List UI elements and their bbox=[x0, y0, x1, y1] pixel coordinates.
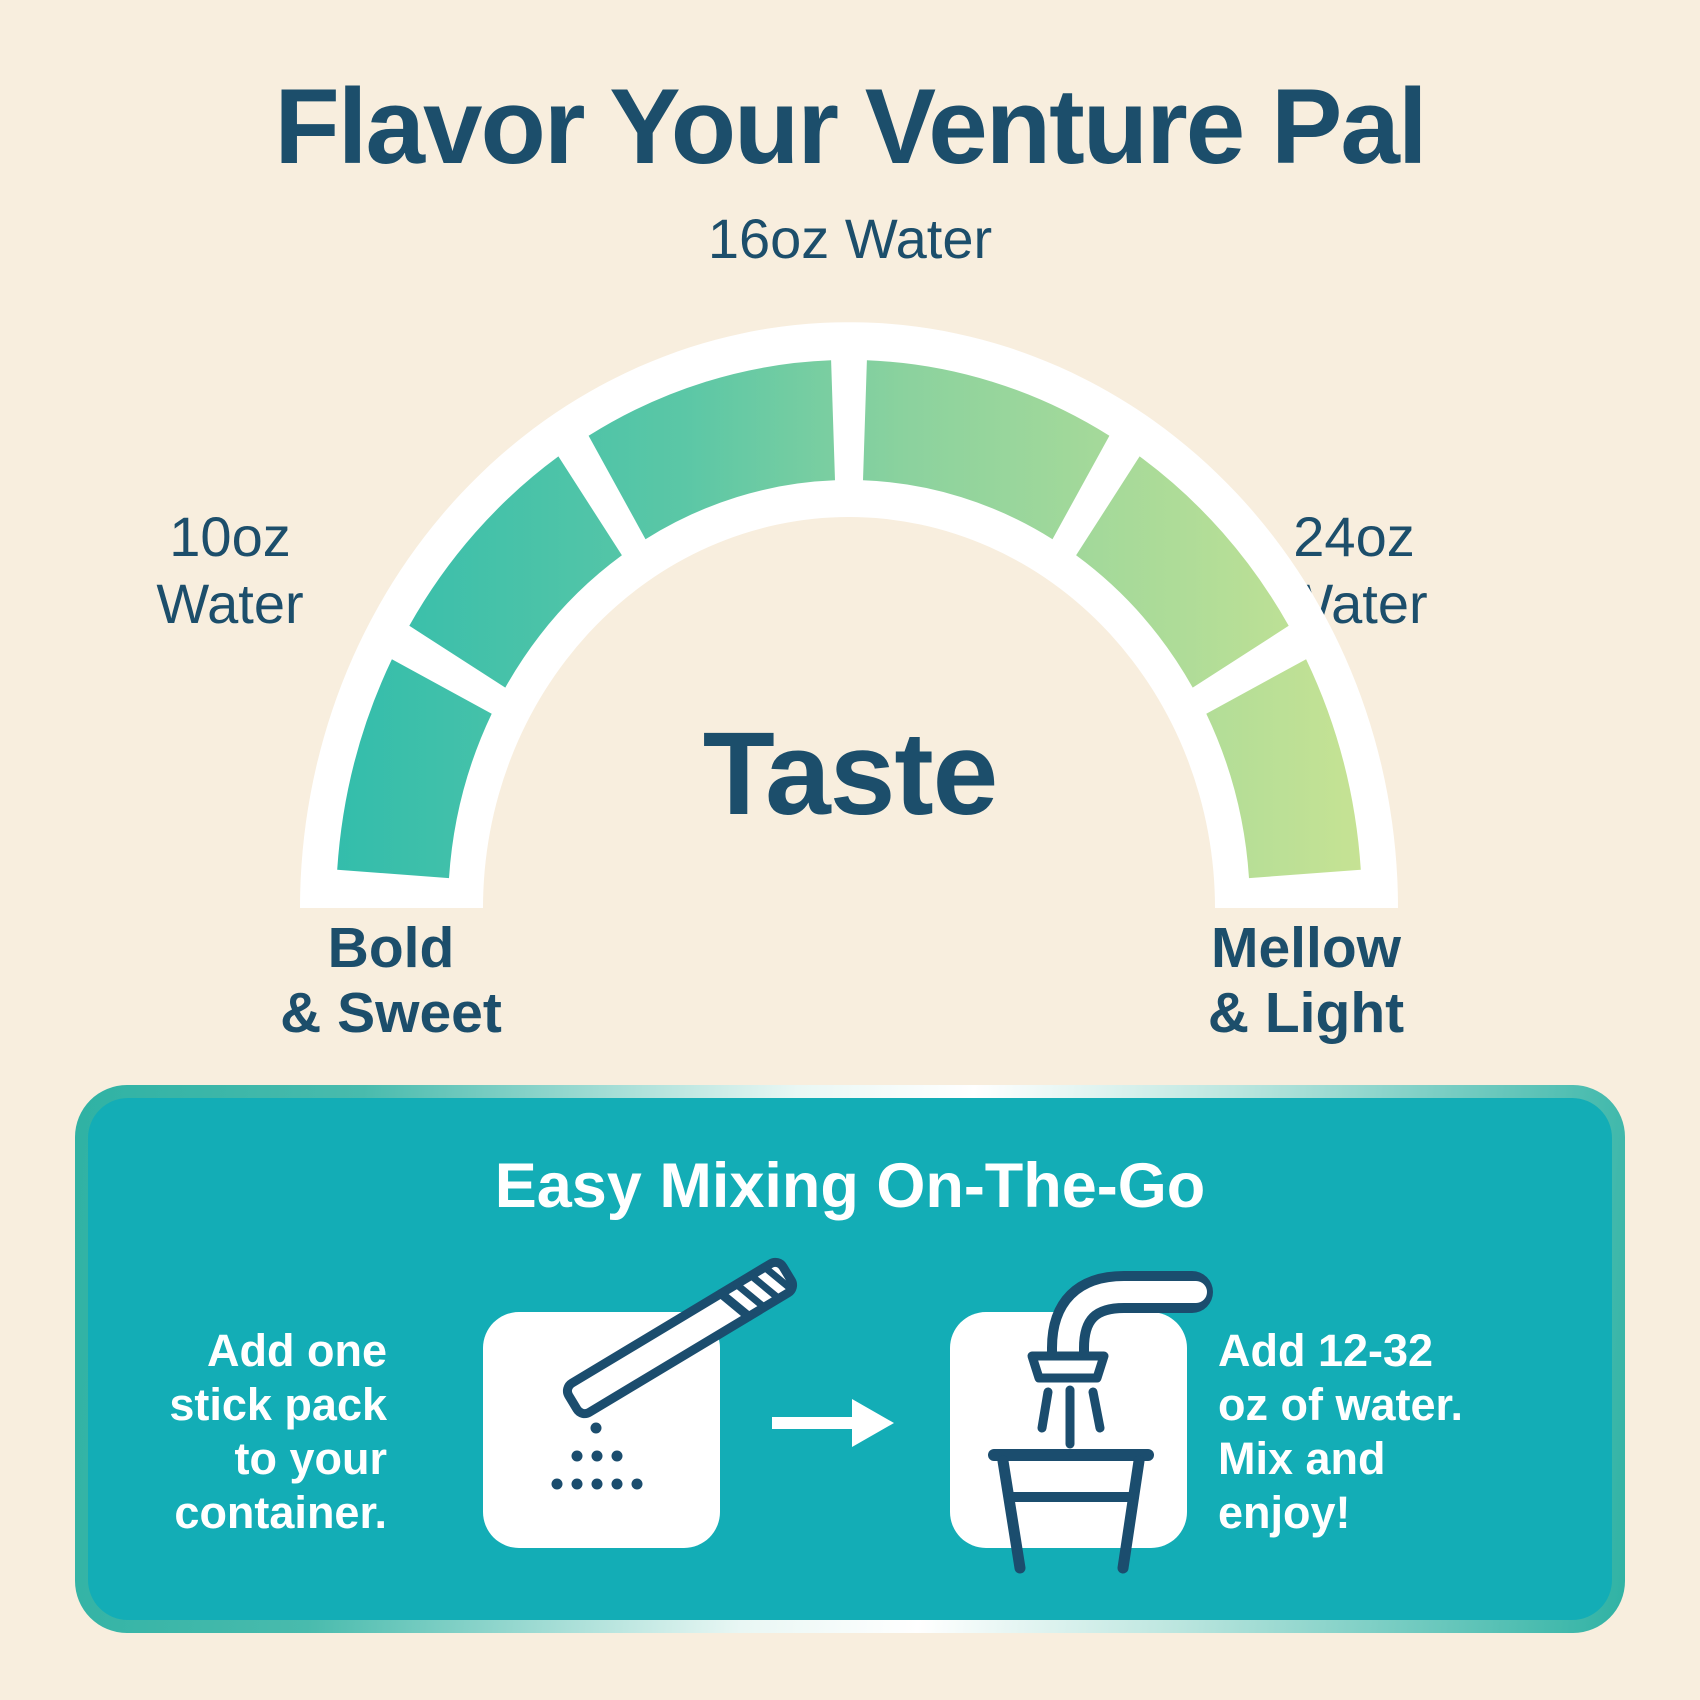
step1-description: Add one stick pack to your container. bbox=[75, 1324, 387, 1540]
bold-sweet-label-line2: & Sweet bbox=[280, 981, 502, 1045]
mellow-light-label-line1: Mellow bbox=[1210, 916, 1401, 980]
step1-line2: stick pack bbox=[169, 1379, 387, 1430]
gauge-right-water-label-line1: 24oz bbox=[1293, 505, 1415, 568]
step2-line1: Add 12-32 bbox=[1218, 1325, 1434, 1376]
step1-line4: container. bbox=[174, 1487, 387, 1538]
gauge-left-water-label-line1: 10oz bbox=[169, 505, 291, 568]
gauge-left-water-label-line2: Water bbox=[156, 572, 304, 635]
step2-line3: Mix and bbox=[1218, 1433, 1386, 1484]
mixing-panel bbox=[75, 1085, 1625, 1633]
gauge-segment bbox=[863, 360, 1110, 540]
mixing-panel-background bbox=[88, 1098, 1612, 1620]
step2-line2: oz of water. bbox=[1218, 1379, 1464, 1430]
gauge-segment bbox=[588, 360, 835, 540]
step1-line1: Add one bbox=[207, 1325, 387, 1376]
taste-label: Taste bbox=[702, 708, 999, 840]
gauge-segment bbox=[409, 456, 622, 688]
step1-line3: to your bbox=[234, 1433, 388, 1484]
gauge-left-water-label: 10oz Water bbox=[80, 503, 380, 637]
gauge-top-water-label: 16oz Water bbox=[707, 207, 993, 270]
bold-sweet-label-line1: Bold bbox=[327, 916, 455, 980]
step2-line4: enjoy! bbox=[1218, 1487, 1351, 1538]
gauge-right-water-label-line2: Water bbox=[1280, 572, 1428, 635]
step2-icon-box bbox=[950, 1312, 1187, 1548]
page-title: Flavor Your Venture Pal bbox=[274, 66, 1427, 186]
step2-description: Add 12-32 oz of water. Mix and enjoy! bbox=[1218, 1324, 1548, 1540]
gauge-right-water-label: 24oz Water bbox=[1204, 503, 1504, 637]
bold-sweet-label: Bold & Sweet bbox=[241, 916, 541, 1046]
mellow-light-label: Mellow & Light bbox=[1156, 916, 1456, 1046]
mixing-panel-title: Easy Mixing On-The-Go bbox=[494, 1151, 1206, 1221]
mellow-light-label-line2: & Light bbox=[1207, 981, 1405, 1045]
step1-icon-box bbox=[483, 1312, 720, 1548]
